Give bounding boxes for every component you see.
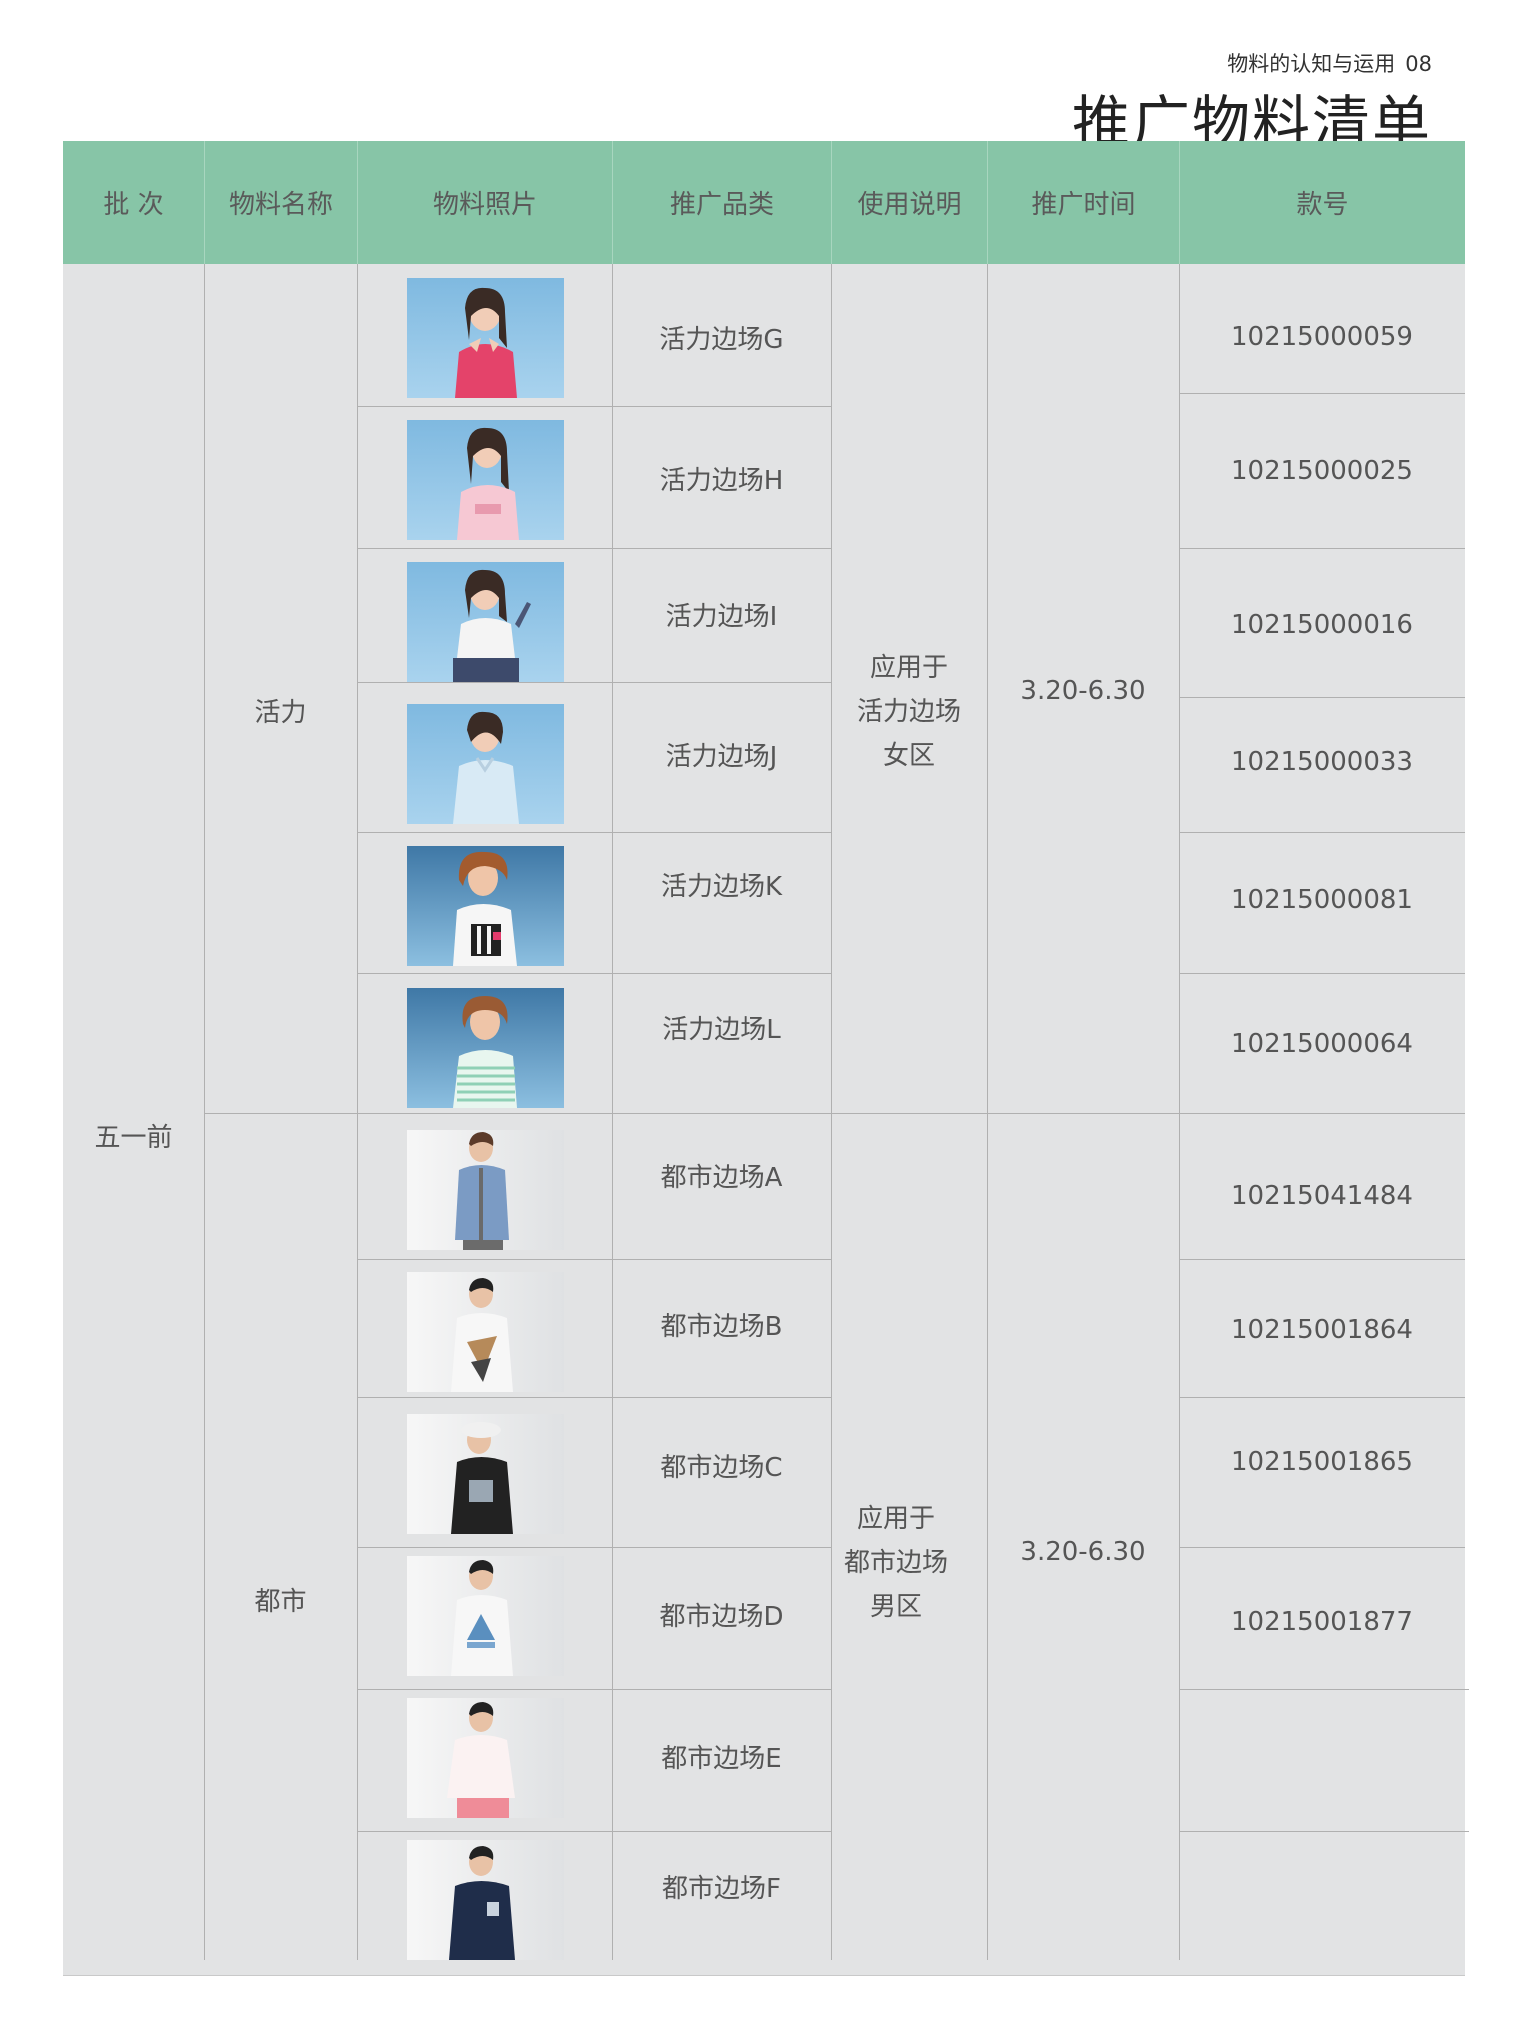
man-black-tshirt-hat-photo bbox=[407, 1414, 564, 1534]
col-header-code: 款号 bbox=[1179, 141, 1465, 264]
code-cell: 10215001865 bbox=[1231, 1447, 1413, 1477]
row-line bbox=[1179, 697, 1465, 698]
page-number: 08 bbox=[1405, 52, 1432, 76]
man-triangle-tshirt-photo bbox=[407, 1272, 564, 1392]
row-line bbox=[357, 1259, 831, 1260]
row-line bbox=[1179, 548, 1465, 549]
row-line bbox=[357, 1689, 831, 1690]
time-cell-huoli: 3.20-6.30 bbox=[1020, 676, 1146, 706]
row-line bbox=[1179, 1259, 1465, 1260]
grid-line bbox=[1179, 264, 1180, 1960]
usage-cell-huoli: 应用于 活力边场 女区 bbox=[831, 646, 987, 778]
code-cell: 10215000064 bbox=[1231, 1029, 1413, 1059]
category-cell: 活力边场G bbox=[659, 325, 784, 355]
usage-line: 都市边场 bbox=[843, 1548, 948, 1578]
page-bottom-rule bbox=[63, 1975, 1465, 1976]
code-cell: 10215041484 bbox=[1231, 1181, 1413, 1211]
category-cell: 都市边场E bbox=[661, 1744, 782, 1774]
usage-line: 女区 bbox=[882, 741, 935, 771]
category-cell: 活力边场J bbox=[665, 742, 778, 772]
row-line bbox=[1179, 973, 1465, 974]
code-cell: 10215000025 bbox=[1231, 456, 1413, 486]
grid-line bbox=[831, 264, 832, 1960]
table-header: 批 次 物料名称 物料照片 推广品类 使用说明 推广时间 款号 bbox=[63, 141, 1465, 264]
category-cell: 活力边场K bbox=[660, 872, 783, 902]
code-cell: 10215001864 bbox=[1231, 1315, 1413, 1345]
usage-line: 活力边场 bbox=[856, 697, 961, 727]
code-cell: 10215000081 bbox=[1231, 885, 1413, 915]
usage-cell-dushi: 应用于 都市边场 男区 bbox=[818, 1497, 974, 1629]
group-name-dushi: 都市 bbox=[254, 1587, 307, 1617]
code-cell: 10215001877 bbox=[1231, 1607, 1413, 1637]
col-header-photo: 物料照片 bbox=[357, 141, 612, 264]
group-name-huoli: 活力 bbox=[254, 698, 307, 728]
row-line bbox=[357, 973, 831, 974]
grid-line bbox=[987, 264, 988, 1960]
col-header-name: 物料名称 bbox=[204, 141, 357, 264]
category-cell: 都市边场A bbox=[660, 1163, 783, 1193]
category-cell: 都市边场D bbox=[659, 1602, 784, 1632]
code-cell: 10215000033 bbox=[1231, 747, 1413, 777]
row-line bbox=[357, 1547, 831, 1548]
row-line bbox=[357, 682, 831, 683]
row-line bbox=[357, 1397, 831, 1398]
row-line bbox=[1179, 832, 1465, 833]
page-subtitle: 物料的认知与运用 08 bbox=[1227, 48, 1432, 78]
woman-striped-tshirt-photo bbox=[407, 988, 564, 1108]
code-cell: 10215000016 bbox=[1231, 610, 1413, 640]
category-cell: 活力边场I bbox=[665, 602, 778, 632]
row-line bbox=[357, 1831, 831, 1832]
usage-line: 应用于 bbox=[869, 653, 948, 683]
woman-light-pink-tshirt-photo bbox=[407, 420, 564, 540]
man-navy-tshirt-photo bbox=[407, 1840, 564, 1960]
category-cell: 活力边场L bbox=[662, 1015, 781, 1045]
row-line bbox=[357, 832, 831, 833]
woman-light-blue-polo-photo bbox=[407, 704, 564, 824]
row-line bbox=[1179, 1831, 1469, 1832]
man-white-print-tshirt-photo bbox=[407, 1556, 564, 1676]
category-cell: 活力边场H bbox=[659, 466, 784, 496]
row-line bbox=[357, 548, 831, 549]
usage-line: 应用于 bbox=[856, 1504, 935, 1534]
grid-line bbox=[204, 264, 205, 1960]
code-cell: 10215000059 bbox=[1231, 322, 1413, 352]
woman-pink-tshirt-photo bbox=[407, 278, 564, 398]
man-blue-shirt-photo bbox=[407, 1130, 564, 1250]
material-table: 批 次 物料名称 物料照片 推广品类 使用说明 推广时间 款号 五一前 活力 都… bbox=[63, 141, 1469, 1975]
row-line bbox=[1179, 393, 1465, 394]
man-white-shirt-pink-pants-photo bbox=[407, 1698, 564, 1818]
col-header-time: 推广时间 bbox=[987, 141, 1179, 264]
subtitle-text: 物料的认知与运用 bbox=[1227, 52, 1396, 76]
woman-white-graphic-tshirt-photo bbox=[407, 846, 564, 966]
row-line bbox=[1179, 1397, 1465, 1398]
col-header-usage: 使用说明 bbox=[831, 141, 987, 264]
row-line bbox=[357, 406, 831, 407]
row-line bbox=[1179, 1547, 1465, 1548]
time-cell-dushi: 3.20-6.30 bbox=[1020, 1537, 1146, 1567]
grid-line bbox=[357, 264, 358, 1960]
grid-line bbox=[612, 264, 613, 1960]
woman-white-tshirt-photo bbox=[407, 562, 564, 682]
group-divider bbox=[204, 1113, 1465, 1114]
category-cell: 都市边场C bbox=[660, 1453, 783, 1483]
row-line bbox=[1179, 1689, 1469, 1690]
batch-cell: 五一前 bbox=[94, 1123, 173, 1153]
category-cell: 都市边场F bbox=[662, 1874, 781, 1904]
usage-line: 男区 bbox=[869, 1592, 922, 1622]
col-header-batch: 批 次 bbox=[103, 190, 164, 220]
category-cell: 都市边场B bbox=[660, 1312, 783, 1342]
col-header-category: 推广品类 bbox=[612, 141, 831, 264]
